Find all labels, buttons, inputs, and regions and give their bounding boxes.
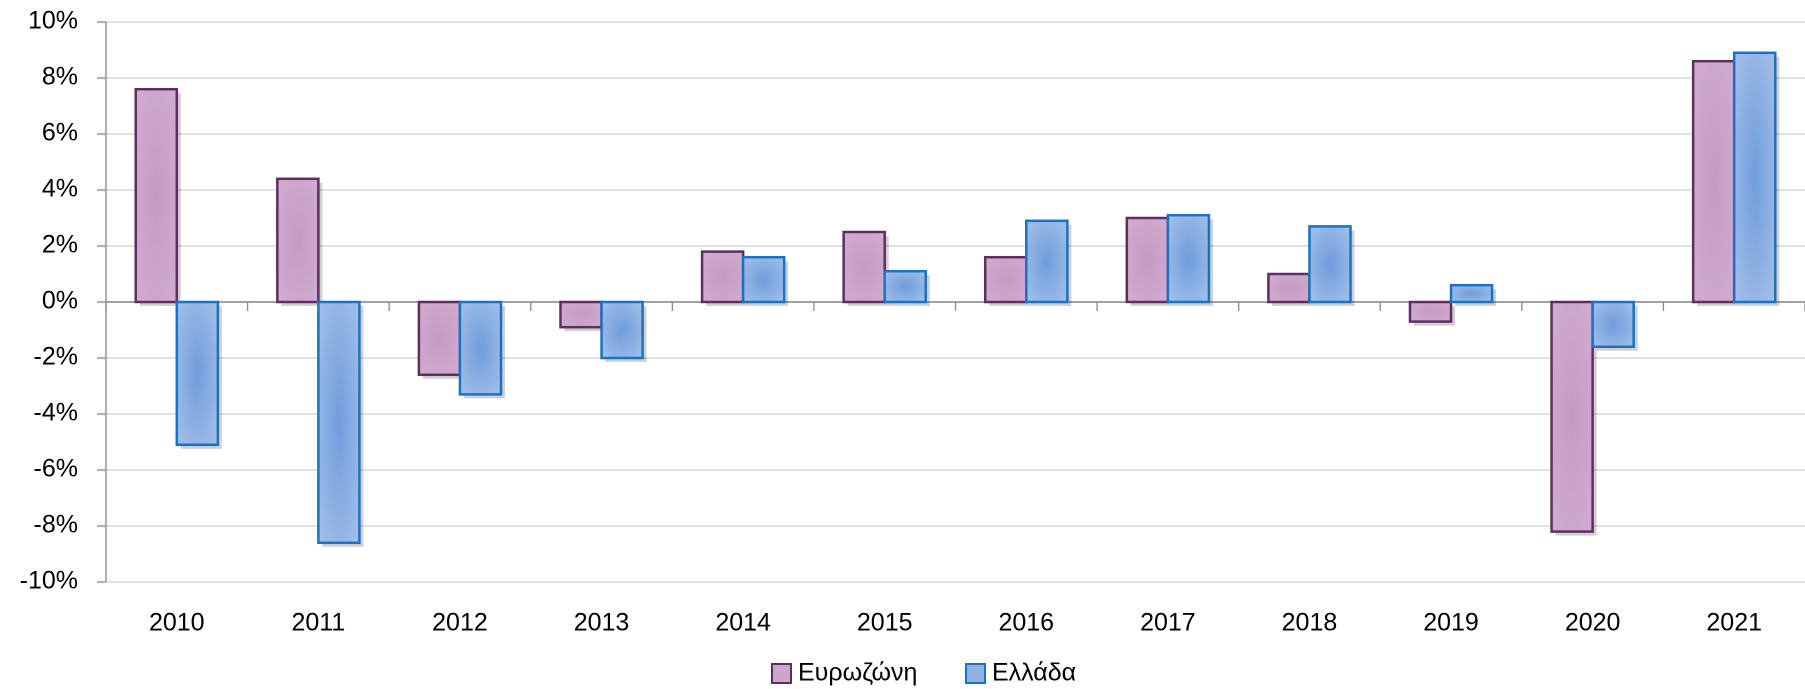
x-tick-label: 2011 (291, 609, 345, 637)
bar (842, 230, 886, 304)
bar (883, 269, 928, 304)
legend-label: Ελλάδα (992, 659, 1076, 687)
x-tick-label: 2015 (857, 609, 913, 637)
bar (1691, 59, 1736, 304)
bar (983, 255, 1028, 304)
bar (1550, 300, 1594, 533)
bar (1025, 219, 1069, 304)
bar (134, 87, 179, 304)
y-tick-label: -6% (34, 455, 78, 483)
x-tick-label: 2014 (715, 609, 771, 637)
legend-swatch (771, 663, 792, 684)
legend-label: Ευρωζώνη (798, 659, 917, 687)
bar (1308, 225, 1352, 304)
y-tick-label: 0% (42, 287, 78, 315)
bar (1166, 213, 1211, 304)
x-tick-label: 2018 (1282, 609, 1338, 637)
bar (276, 177, 320, 304)
bar (317, 300, 361, 545)
x-tick-label: 2017 (1140, 609, 1196, 637)
bar (1732, 51, 1777, 304)
y-tick-label: -4% (34, 399, 78, 427)
bar (1267, 272, 1311, 304)
bar (559, 300, 603, 329)
x-tick-label: 2019 (1423, 609, 1479, 637)
x-tick-label: 2020 (1565, 609, 1621, 637)
bar (458, 300, 503, 396)
y-tick-label: -8% (34, 511, 78, 539)
x-tick-label: 2021 (1706, 609, 1762, 637)
x-tick-label: 2010 (149, 609, 205, 637)
x-tick-label: 2013 (574, 609, 630, 637)
x-tick-label: 2016 (998, 609, 1054, 637)
bar (175, 300, 220, 447)
y-tick-label: -10% (20, 567, 78, 595)
bar (600, 300, 644, 360)
bar (417, 300, 462, 377)
bar (1591, 300, 1635, 349)
bar (1449, 283, 1494, 304)
y-tick-label: -2% (34, 343, 78, 371)
y-tick-label: 2% (42, 231, 78, 259)
bar (1408, 300, 1453, 323)
y-tick-label: 10% (28, 7, 78, 35)
bar (741, 255, 786, 304)
legend-swatch (965, 663, 986, 684)
bar (1125, 216, 1170, 304)
bar (700, 250, 745, 304)
x-tick-label: 2012 (432, 609, 488, 637)
y-tick-label: 8% (42, 63, 78, 91)
y-tick-label: 4% (42, 175, 78, 203)
y-tick-label: 6% (42, 119, 78, 147)
